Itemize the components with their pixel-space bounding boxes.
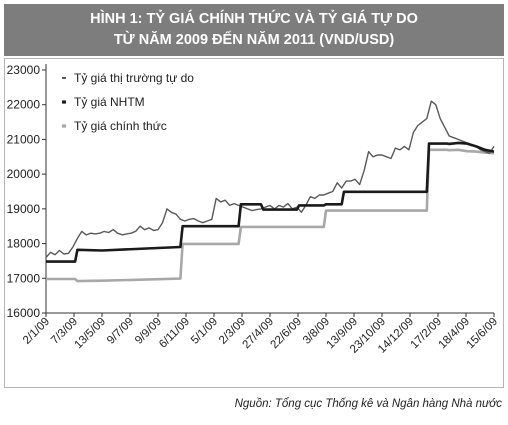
chart-title-line-2: TỪ NĂM 2009 ĐẾN NĂM 2011 (VND/USD) — [113, 32, 395, 48]
y-tick-label: 22000 — [7, 98, 41, 112]
y-tick-label: 16000 — [7, 306, 41, 320]
x-tick-label: 13/5/09 — [73, 316, 109, 352]
x-tick-label: 2/1/09 — [21, 316, 52, 347]
y-tick-label: 23000 — [7, 63, 41, 77]
x-tick-label: 6/11/09 — [157, 316, 192, 351]
y-tick-label: 19000 — [7, 202, 41, 216]
y-tick-label: 21000 — [7, 132, 41, 146]
legend: Tỷ giá thị trường tự do Tỷ giá NHTM Tỷ giá… — [62, 71, 194, 133]
source-note: Nguồn: Tổng cục Thống kê và Ngân hàng Nh… — [234, 398, 502, 410]
x-tick-label: 15/6/09 — [465, 316, 501, 352]
legend-label: Tỷ giá thị trường tự do — [74, 71, 194, 85]
x-tick-label: 5/1/09 — [189, 316, 220, 347]
series-line-1 — [45, 100, 495, 258]
chart-title: HÌNH 1: TỶ GIÁ CHÍNH THỨC VÀ TỶ GIÁ TỰ D… — [4, 4, 504, 56]
y-tick-label: 17000 — [7, 271, 41, 285]
series-line-3 — [46, 148, 495, 283]
x-tick-label: 9/7/09 — [105, 316, 136, 347]
legend-label: Tỷ giá chính thức — [74, 119, 167, 133]
series-line-2 — [46, 141, 495, 263]
x-tick-label: 22/6/09 — [269, 316, 305, 352]
y-tick-label: 20000 — [7, 167, 41, 181]
chart-frame — [4, 58, 504, 388]
chart-title-line-1: HÌNH 1: TỶ GIÁ CHÍNH THỨC VÀ TỶ GIÁ TỰ D… — [90, 11, 418, 27]
series-layer — [45, 100, 495, 283]
legend-label: Tỷ giá NHTM — [74, 95, 145, 109]
y-tick-label: 18000 — [7, 237, 41, 251]
